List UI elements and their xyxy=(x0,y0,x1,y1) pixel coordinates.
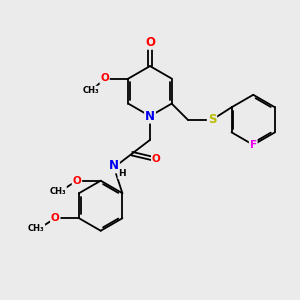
Text: O: O xyxy=(152,154,161,164)
Text: H: H xyxy=(118,169,126,178)
Text: O: O xyxy=(100,73,109,83)
Text: O: O xyxy=(73,176,81,186)
Text: S: S xyxy=(208,113,216,126)
Text: F: F xyxy=(250,140,257,150)
Text: N: N xyxy=(109,160,119,172)
Text: CH₃: CH₃ xyxy=(50,187,66,196)
Text: CH₃: CH₃ xyxy=(28,224,44,233)
Text: CH₃: CH₃ xyxy=(83,86,100,95)
Text: O: O xyxy=(145,36,155,49)
Text: N: N xyxy=(145,110,155,123)
Text: O: O xyxy=(51,213,60,223)
